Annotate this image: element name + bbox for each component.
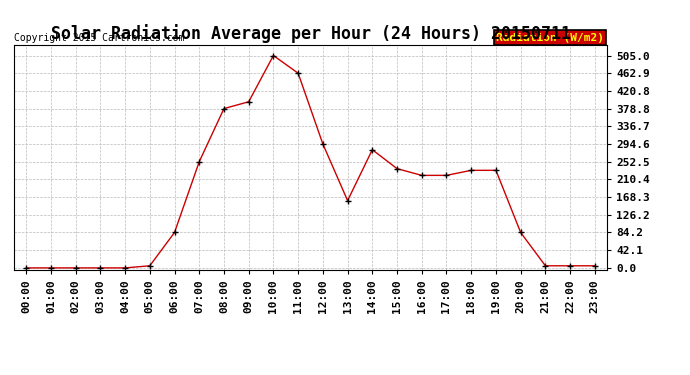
Text: Copyright 2015 Cartronics.com: Copyright 2015 Cartronics.com bbox=[14, 33, 184, 43]
Title: Solar Radiation Average per Hour (24 Hours) 20150711: Solar Radiation Average per Hour (24 Hou… bbox=[50, 24, 571, 44]
Text: Radiation (W/m2): Radiation (W/m2) bbox=[496, 33, 604, 43]
